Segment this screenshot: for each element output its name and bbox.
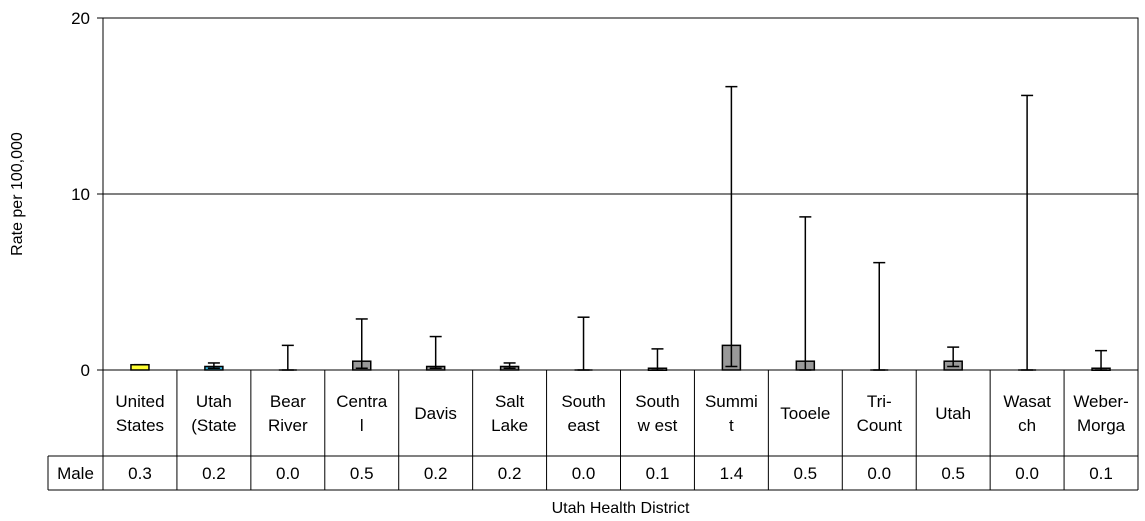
- category-label: Summi t: [705, 392, 758, 435]
- category-label: Utah: [935, 404, 971, 423]
- data-value-label: 0.2: [498, 464, 522, 483]
- data-value-label: 1.4: [720, 464, 744, 483]
- category-label: Bear River: [268, 392, 308, 435]
- data-value-label: 0.5: [350, 464, 374, 483]
- data-value-label: 0.0: [867, 464, 891, 483]
- data-value-label: 0.5: [941, 464, 965, 483]
- category-label: Utah (State: [191, 392, 236, 435]
- category-label: Centra l: [336, 392, 388, 435]
- category-label: Wasat ch: [1003, 392, 1051, 435]
- data-value-label: 0.5: [794, 464, 818, 483]
- data-table: United States Utah (State Bear River Centra l Da…: [47, 369, 1139, 491]
- data-value-label: 0.1: [1089, 464, 1113, 483]
- bar: [130, 363, 150, 371]
- y-axis-ticks: 0 10 20: [71, 9, 103, 380]
- data-value-label: 0.0: [276, 464, 300, 483]
- category-label: Salt Lake: [491, 392, 528, 435]
- category-label: Tooele: [780, 404, 830, 423]
- data-value-label: 0.0: [572, 464, 596, 483]
- data-value-label: 0.0: [1015, 464, 1039, 483]
- y-tick-label: 0: [81, 361, 90, 380]
- y-tick-label: 20: [71, 9, 90, 28]
- category-label: South east: [561, 392, 605, 435]
- category-label: Tri-Count: [857, 392, 903, 435]
- category-label: South w est: [635, 392, 679, 435]
- category-label: Weber-Morga: [1073, 392, 1128, 435]
- category-label: United States: [115, 392, 164, 435]
- error-bars: [133, 85, 1108, 371]
- bars: [130, 344, 1111, 371]
- data-value-label: 0.2: [424, 464, 448, 483]
- x-axis-title: Utah Health District: [552, 500, 690, 517]
- data-value-label: 0.1: [646, 464, 670, 483]
- series-label: Male: [57, 464, 94, 483]
- y-tick-label: 10: [71, 185, 90, 204]
- data-value-label: 0.3: [128, 464, 152, 483]
- data-value-label: 0.2: [202, 464, 226, 483]
- category-label: Davis: [414, 404, 457, 423]
- y-axis-title: Rate per 100,000: [9, 132, 26, 256]
